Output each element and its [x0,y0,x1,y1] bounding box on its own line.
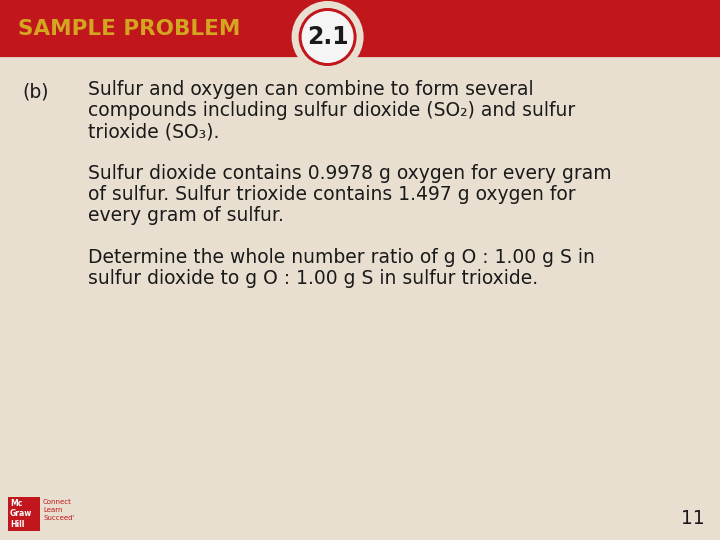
Text: sulfur dioxide to g O : 1.00 g S in sulfur trioxide.: sulfur dioxide to g O : 1.00 g S in sulf… [88,269,538,288]
Bar [0,0,720,58]
Circle shape [299,8,356,66]
Bar [8,497,40,531]
Circle shape [302,11,354,63]
Text: Determine the whole number ratio of g O : 1.00 g S in: Determine the whole number ratio of g O … [88,248,595,267]
Text: (b): (b) [22,82,48,101]
Text: Connect
Learn
Succeedʳ: Connect Learn Succeedʳ [43,499,74,521]
Text: every gram of sulfur.: every gram of sulfur. [88,206,284,225]
Text: of sulfur. Sulfur trioxide contains 1.497 g oxygen for: of sulfur. Sulfur trioxide contains 1.49… [88,185,575,204]
Circle shape [292,1,364,73]
Text: trioxide (SO₃).: trioxide (SO₃). [88,122,220,141]
Text: Mc
Graw
Hill: Mc Graw Hill [10,499,32,529]
Text: SAMPLE PROBLEM: SAMPLE PROBLEM [18,19,240,39]
Text: Sulfur dioxide contains 0.9978 g oxygen for every gram: Sulfur dioxide contains 0.9978 g oxygen … [88,164,611,183]
Text: Sulfur and oxygen can combine to form several: Sulfur and oxygen can combine to form se… [88,80,534,99]
Text: 11: 11 [681,509,705,528]
Text: 2.1: 2.1 [307,25,348,49]
Text: compounds including sulfur dioxide (SO₂) and sulfur: compounds including sulfur dioxide (SO₂)… [88,101,575,120]
